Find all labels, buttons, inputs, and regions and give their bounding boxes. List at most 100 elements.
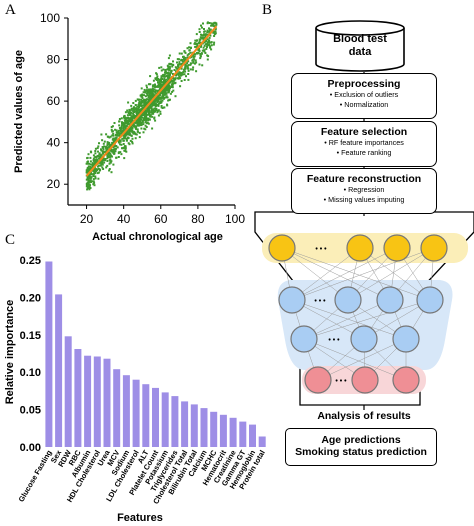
scatter-point	[86, 161, 89, 163]
scatter-point	[195, 61, 198, 64]
scatter-point	[90, 181, 93, 183]
output-node	[392, 366, 420, 394]
scatter-point	[86, 187, 89, 190]
scatter-point	[91, 165, 94, 168]
scatter-point	[208, 30, 211, 33]
scatter-point	[168, 73, 171, 76]
scatter-point	[127, 120, 130, 123]
scatter-point	[194, 59, 197, 62]
scatter-point	[203, 50, 206, 53]
scatter-point	[171, 63, 174, 66]
scatter-point	[114, 150, 117, 153]
scatter-point	[135, 128, 138, 130]
scatter-point	[114, 128, 117, 131]
scatter-point	[183, 73, 186, 76]
scatter-point	[166, 86, 169, 89]
scatter-point	[155, 73, 158, 76]
scatter-point	[167, 99, 170, 102]
y-tick-label: 60	[47, 94, 61, 108]
scatter-point	[109, 154, 112, 157]
scatter-point	[128, 118, 131, 121]
scatter-point	[200, 24, 202, 27]
scatter-point	[161, 95, 164, 98]
ellipsis-marker: • • •	[335, 378, 347, 385]
scatter-point	[99, 161, 102, 164]
scatter-point	[143, 117, 146, 120]
scatter-point	[147, 88, 150, 91]
scatter-point	[172, 60, 174, 63]
scatter-point	[179, 85, 182, 88]
scatter-point	[118, 140, 121, 143]
scatter-point	[192, 66, 195, 69]
scatter-point	[130, 108, 133, 111]
scatter-point	[170, 83, 173, 86]
scatter-point	[99, 164, 102, 167]
scatter-point	[198, 28, 201, 31]
scatter-point	[155, 89, 157, 92]
scatter-point	[106, 144, 109, 147]
scatter-point	[110, 160, 113, 163]
panel-label-c: C	[5, 232, 16, 248]
scatter-point	[104, 158, 107, 160]
scatter-point	[170, 70, 173, 73]
scatter-point	[164, 88, 167, 91]
scatter-point	[163, 80, 165, 82]
scatter-point	[140, 107, 143, 110]
scatter-point	[201, 26, 203, 29]
scatter-point	[144, 121, 147, 124]
scatter-point	[180, 80, 183, 82]
scatter-point	[132, 124, 134, 127]
scatter-point	[126, 132, 129, 135]
scatter-point	[138, 111, 141, 114]
scatter-point	[176, 61, 178, 64]
scatter-point	[110, 150, 113, 153]
scatter-point	[116, 146, 119, 149]
scatter-point	[113, 140, 116, 143]
results-line-2: Smoking status prediction	[295, 446, 427, 458]
scatter-point	[181, 60, 184, 63]
scatter-point	[149, 106, 152, 109]
scatter-point	[206, 41, 209, 44]
network-connection	[281, 247, 349, 301]
scatter-point	[119, 139, 122, 142]
scatter-point	[212, 30, 215, 33]
scatter-point	[98, 152, 101, 155]
scatter-point	[97, 171, 100, 174]
scatter-point	[151, 85, 154, 88]
scatter-point	[154, 105, 157, 108]
scatter-point	[212, 31, 215, 34]
scatter-point	[95, 158, 98, 161]
scatter-point	[201, 64, 204, 67]
scatter-point	[92, 178, 95, 181]
scatter-point	[214, 32, 217, 35]
scatter-point	[130, 104, 133, 107]
scatter-point	[94, 172, 97, 175]
scatter-point	[108, 162, 111, 165]
scatter-point	[162, 74, 165, 77]
panel-label-b: B	[262, 2, 273, 18]
scatter-point	[157, 114, 160, 117]
x-tick-label: 80	[191, 212, 205, 226]
scatter-point	[171, 65, 174, 68]
scatter-point	[134, 104, 137, 107]
scatter-point	[132, 112, 135, 115]
scatter-point	[134, 116, 137, 119]
scatter-point	[88, 180, 91, 183]
scatter-point	[204, 52, 207, 54]
scatter-point	[157, 81, 159, 84]
scatter-point	[189, 42, 192, 45]
scatter-point	[134, 107, 137, 110]
scatter-point	[109, 152, 112, 155]
scatter-point	[155, 108, 158, 110]
scatter-point	[88, 188, 91, 191]
scatter-point	[112, 148, 115, 151]
preprocessing-title: Preprocessing	[327, 78, 401, 90]
scatter-point	[164, 75, 167, 78]
scatter-point	[168, 67, 171, 70]
scatter-point	[125, 139, 128, 142]
scatter-point	[165, 68, 168, 71]
scatter-point	[167, 57, 170, 60]
scatter-point	[186, 56, 189, 59]
fit-line	[85, 25, 218, 177]
scatter-point	[118, 134, 121, 137]
